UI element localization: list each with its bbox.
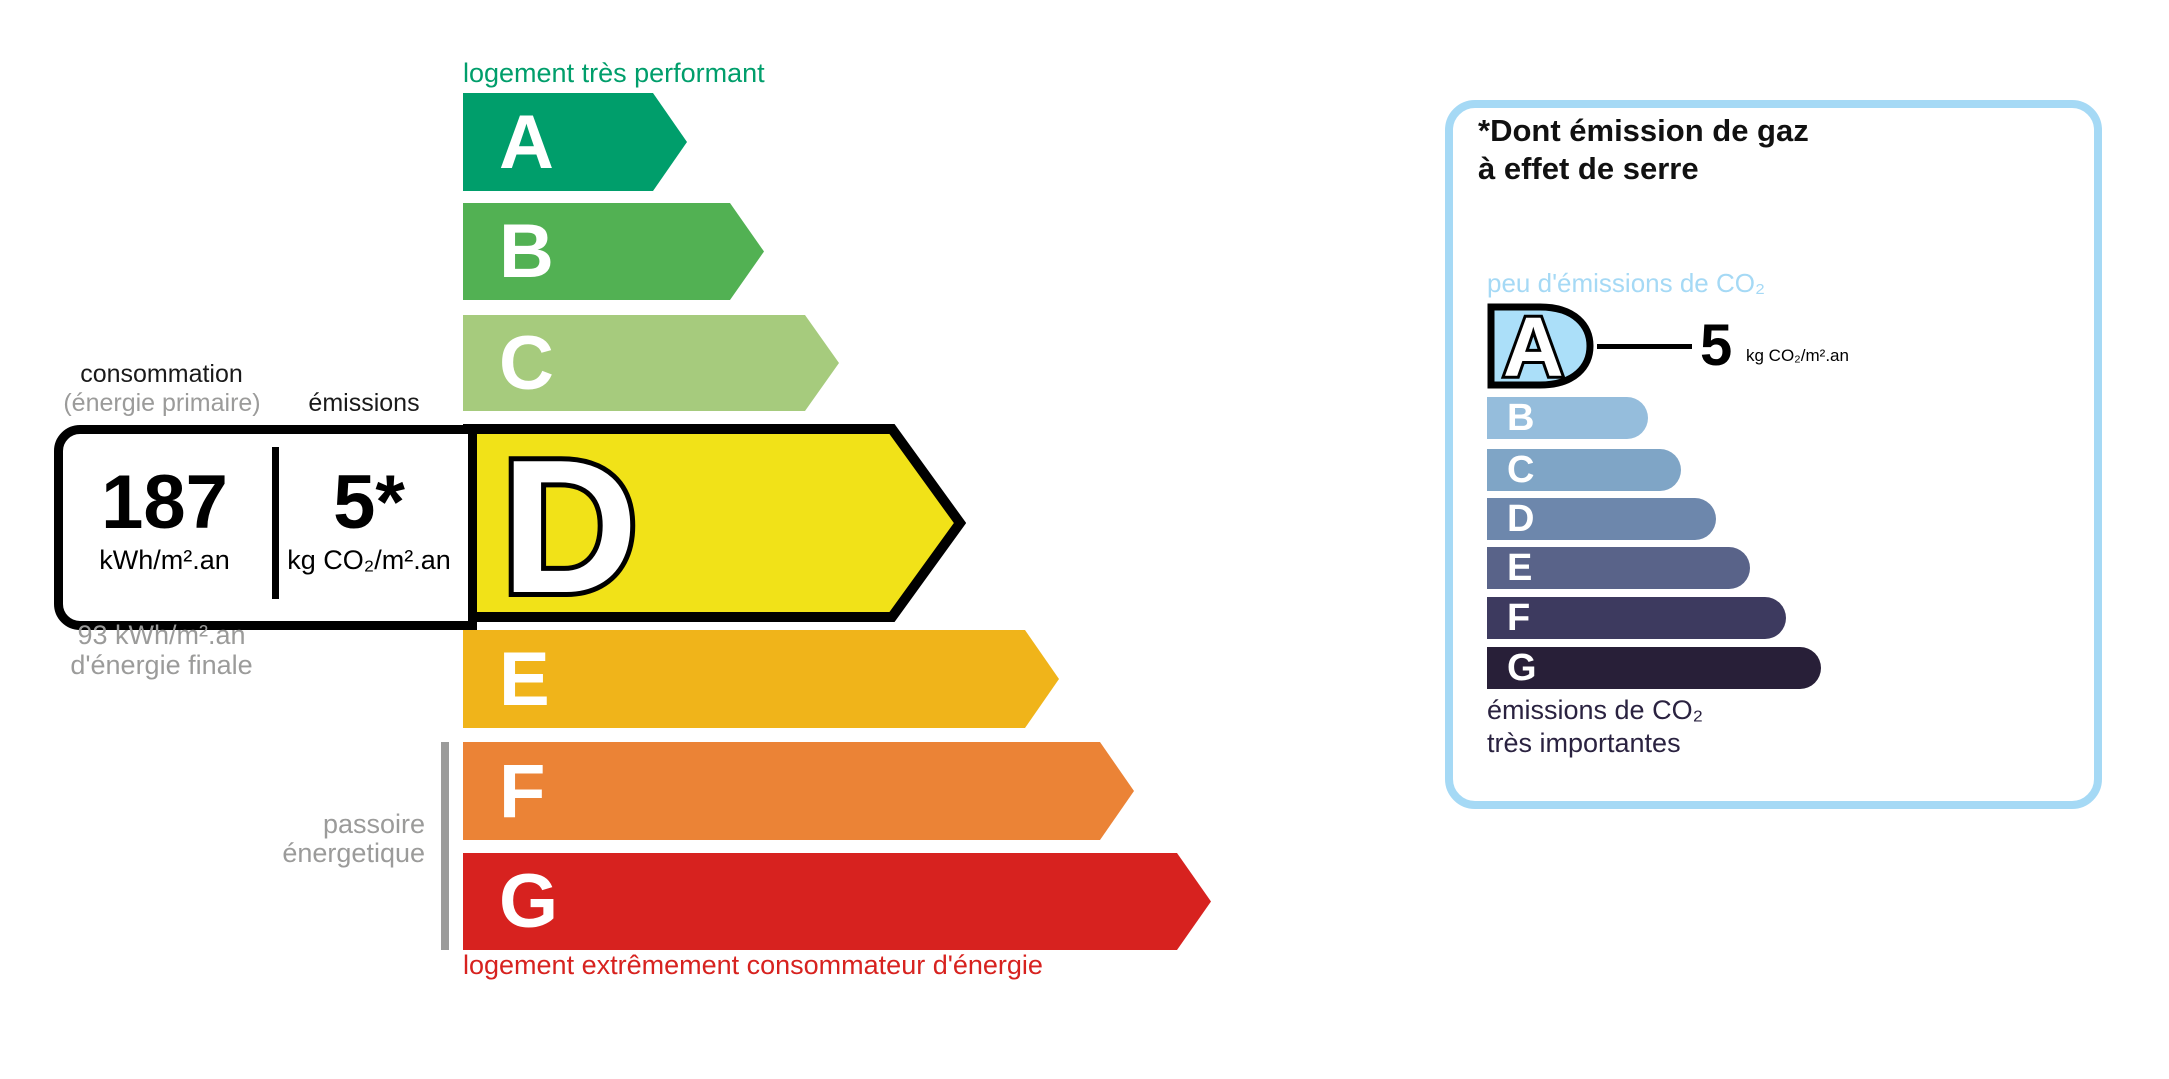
energy-sieve-bracket <box>441 742 449 950</box>
values-box <box>54 425 477 630</box>
co2-bar-letter: E <box>1507 546 1533 589</box>
energy-sieve-label: passoire énergetique <box>250 810 425 868</box>
co2-bar-c: C <box>1487 449 1681 491</box>
co2-bar-b: B <box>1487 397 1648 439</box>
emissions-value: 5* <box>333 460 405 545</box>
final-energy-value: 93 kWh/m².an <box>77 620 246 650</box>
co2-value: 5 <box>1700 313 1733 378</box>
co2-high-emissions-label-line2: très importantes <box>1487 728 1681 758</box>
emissions-unit: kg CO₂/m².an <box>287 545 451 575</box>
energy-class-letter: A <box>499 99 554 185</box>
co2-panel-title-line2: à effet de serre <box>1478 151 1699 186</box>
co2-class-badge-a: A <box>1487 303 1594 390</box>
consumption-label: consommation <box>80 360 243 388</box>
consumption-cell: 187 kWh/m².an <box>62 438 267 603</box>
energy-class-arrow-b: B <box>463 203 764 300</box>
energy-class-letter: G <box>499 859 559 944</box>
co2-value-unit: kg CO₂/m².an <box>1746 346 1849 365</box>
co2-bar-letter: F <box>1507 596 1531 639</box>
consumption-value: 187 <box>101 460 228 545</box>
co2-bar-e: E <box>1487 547 1750 589</box>
co2-bar-letter: B <box>1507 396 1535 439</box>
energy-sieve-label-line1: passoire <box>322 809 425 839</box>
energy-class-letter: C <box>499 320 554 406</box>
co2-bar-f: F <box>1487 597 1786 639</box>
a-badge-shape <box>1487 303 1594 389</box>
energy-class-arrow-e: E <box>463 630 1059 728</box>
energy-class-letter: E <box>499 636 550 722</box>
co2-high-emissions-label: émissions de CO₂ très importantes <box>1487 694 1703 760</box>
co2-bar-letter: G <box>1507 646 1537 689</box>
energy-class-letter: F <box>499 748 546 834</box>
co2-low-emissions-label: peu d'émissions de CO₂ <box>1487 268 1766 298</box>
co2-value-connector-line <box>1597 344 1692 349</box>
energy-class-arrow-f: F <box>463 742 1134 840</box>
emissions-cell: 5* kg CO₂/m².an <box>280 438 458 603</box>
co2-class-letter-a: A <box>1503 303 1564 390</box>
values-box-divider <box>272 447 279 599</box>
co2-high-emissions-label-line1: émissions de CO₂ <box>1487 695 1704 725</box>
energy-sieve-label-line2: énergetique <box>282 838 425 868</box>
energy-class-letter-d: D <box>501 424 638 622</box>
energy-class-arrow-c: C <box>463 315 839 411</box>
energy-class-arrow-a: A <box>463 93 687 191</box>
co2-panel-title: *Dont émission de gaz à effet de serre <box>1478 112 1809 188</box>
co2-panel <box>1445 100 2102 809</box>
top-performance-label: logement très performant <box>463 58 765 88</box>
co2-bar-d: D <box>1487 498 1716 540</box>
energy-class-arrow-d-current: D <box>463 424 966 622</box>
energy-class-letter: B <box>499 209 554 294</box>
energy-class-arrow-g: G <box>463 853 1211 950</box>
co2-bar-letter: D <box>1507 497 1535 540</box>
bottom-performance-label: logement extrêmement consommateur d'éner… <box>463 950 1043 980</box>
co2-panel-title-line1: *Dont émission de gaz <box>1478 113 1809 148</box>
consumption-unit: kWh/m².an <box>99 545 230 575</box>
primary-energy-sublabel: (énergie primaire) <box>63 389 261 417</box>
final-energy-label: d'énergie finale <box>70 650 253 680</box>
co2-bar-g: G <box>1487 647 1821 689</box>
emissions-label: émissions <box>308 389 420 417</box>
co2-bar-letter: C <box>1507 448 1535 491</box>
